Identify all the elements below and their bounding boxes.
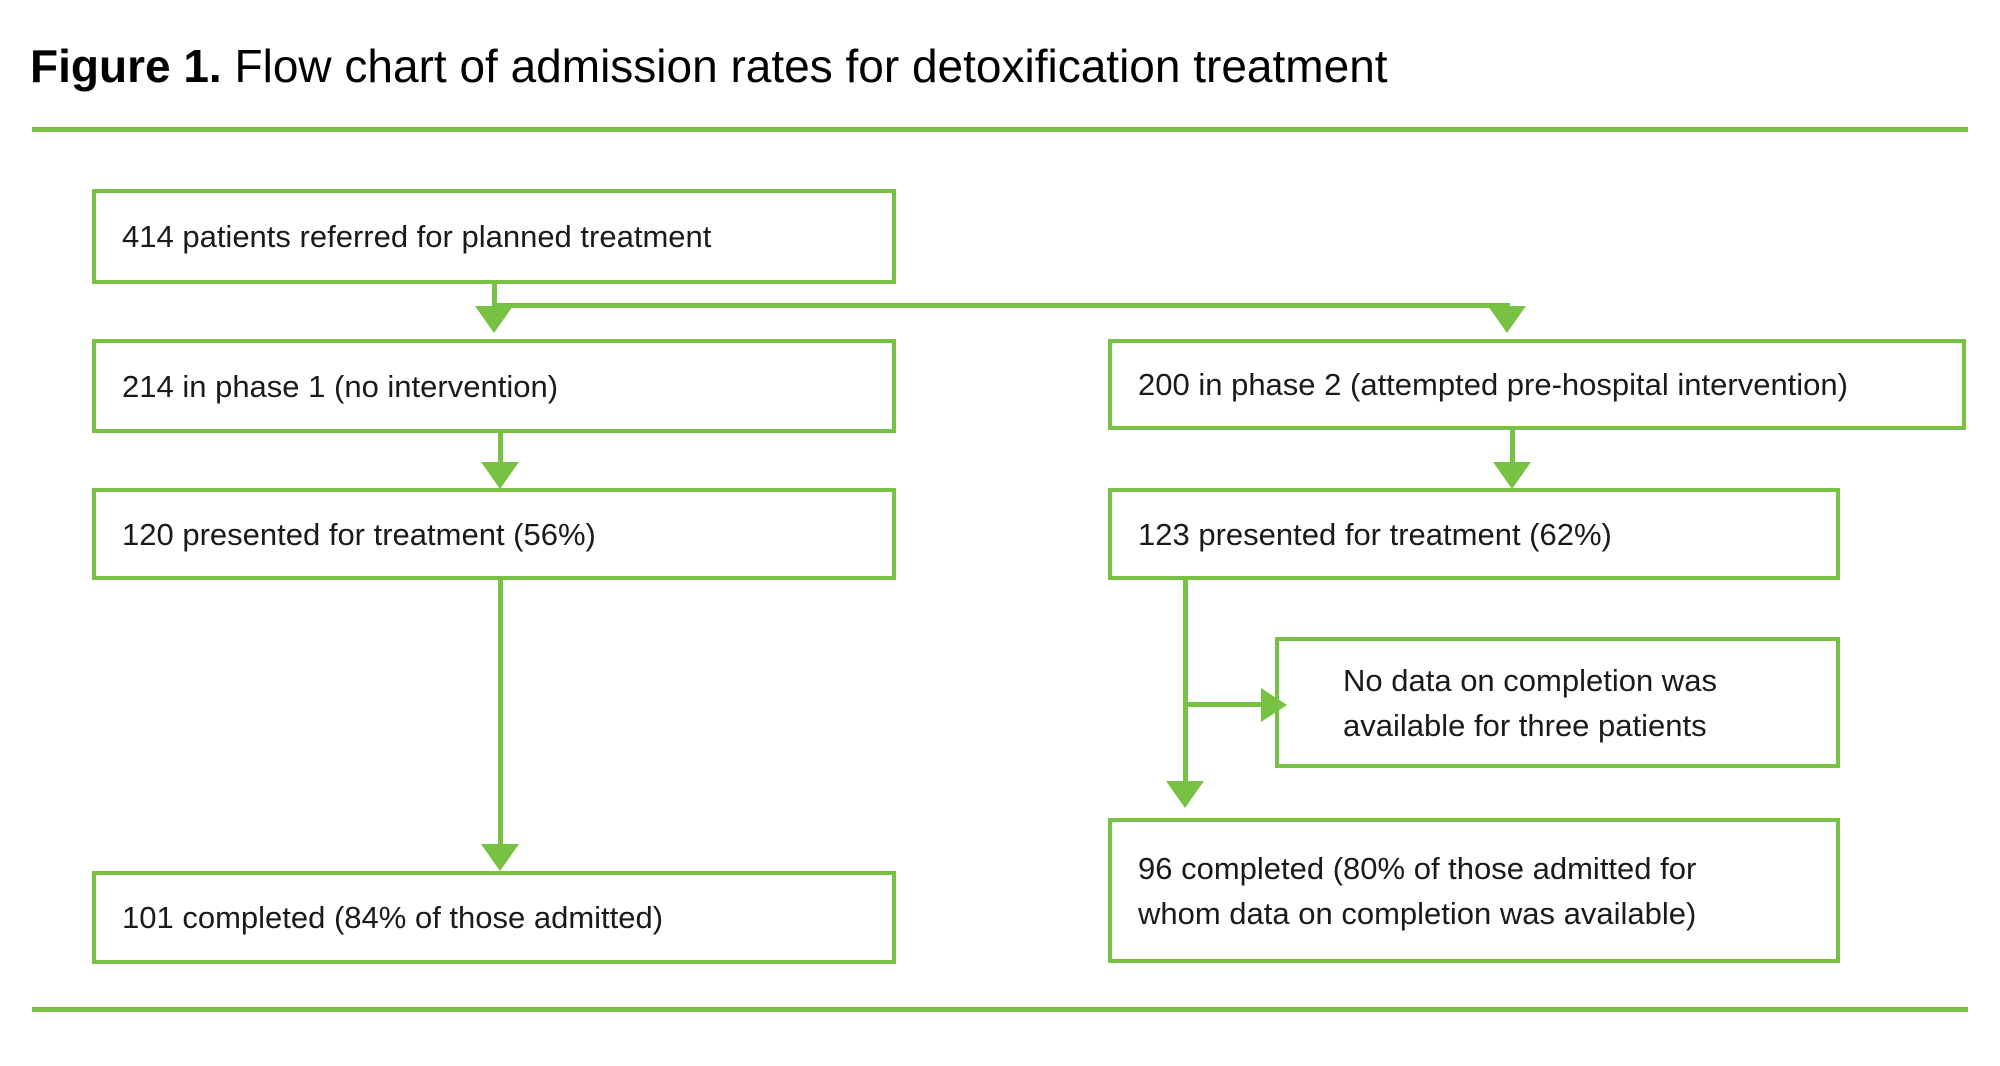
arrow-into-no-data-icon: [1261, 688, 1287, 722]
node-referred-label: 414 patients referred for planned treatm…: [122, 219, 712, 254]
node-phase2-label: 200 in phase 2 (attempted pre-hospital i…: [1138, 367, 1848, 402]
node-phase1-presented: 120 presented for treatment (56%): [92, 488, 896, 580]
node-phase2-completed-line2: whom data on completion was available): [1138, 895, 1697, 931]
figure-number: Figure 1.: [30, 40, 222, 92]
connector-phase2-presented-to-completed: [1183, 578, 1188, 781]
arrow-into-phase2-presented-icon: [1493, 462, 1531, 489]
connector-branch-to-no-data: [1183, 702, 1263, 707]
node-no-data: No data on completion was available for …: [1275, 637, 1840, 768]
node-no-data-line1: No data on completion was: [1343, 662, 1717, 698]
connector-phase1-to-presented: [498, 431, 503, 464]
figure-caption: Flow chart of admission rates for detoxi…: [221, 40, 1388, 92]
node-phase2: 200 in phase 2 (attempted pre-hospital i…: [1108, 339, 1966, 430]
connector-phase1-presented-to-completed: [498, 578, 503, 845]
connector-referred-stem: [492, 282, 497, 308]
node-phase2-presented: 123 presented for treatment (62%): [1108, 488, 1840, 580]
arrow-into-phase1-presented-icon: [481, 462, 519, 489]
node-phase1: 214 in phase 1 (no intervention): [92, 339, 896, 433]
connector-phase2-to-presented: [1510, 428, 1515, 464]
node-phase2-presented-label: 123 presented for treatment (62%): [1138, 516, 1612, 552]
node-phase1-presented-label: 120 presented for treatment (56%): [122, 516, 596, 552]
figure-title: Figure 1. Flow chart of admission rates …: [30, 38, 1388, 94]
arrow-into-phase2-icon: [1488, 306, 1526, 333]
node-phase2-completed: 96 completed (80% of those admitted for …: [1108, 818, 1840, 963]
node-phase1-completed: 101 completed (84% of those admitted): [92, 871, 896, 964]
node-phase1-completed-label: 101 completed (84% of those admitted): [122, 900, 664, 935]
arrow-into-phase1-completed-icon: [481, 844, 519, 871]
node-phase1-label: 214 in phase 1 (no intervention): [122, 368, 559, 404]
node-no-data-label: No data on completion was available for …: [1343, 658, 1717, 748]
top-divider: [32, 127, 1968, 132]
connector-referred-branch: [492, 303, 1510, 308]
node-phase2-completed-label: 96 completed (80% of those admitted for …: [1138, 846, 1696, 936]
node-referred: 414 patients referred for planned treatm…: [92, 189, 896, 284]
bottom-divider: [32, 1007, 1968, 1012]
arrow-into-phase1-icon: [475, 306, 513, 333]
arrow-into-phase2-completed-icon: [1166, 781, 1204, 808]
node-no-data-line2: available for three patients: [1343, 707, 1707, 743]
node-phase2-completed-line1: 96 completed (80% of those admitted for: [1138, 850, 1697, 886]
